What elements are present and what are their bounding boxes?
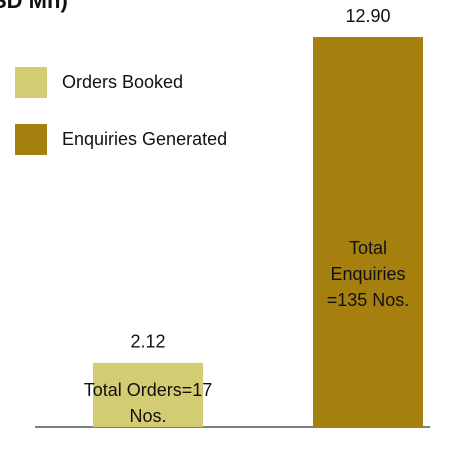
legend-label: Orders Booked [62, 72, 183, 92]
legend-label: Enquiries Generated [62, 129, 227, 149]
bar [93, 362, 203, 427]
bar-annotation: =135 Nos. [327, 290, 410, 310]
bar-annotation: Enquiries [330, 264, 405, 284]
value-label: 2.12 [130, 332, 165, 352]
legend-swatch [15, 124, 47, 155]
bar-annotation: Total Orders=17 [84, 380, 213, 400]
bar [313, 37, 423, 427]
bar-annotation: Total [349, 238, 387, 258]
value-label: 12.90 [345, 6, 390, 26]
legend-swatch [15, 67, 47, 98]
bar-annotation: Nos. [129, 406, 166, 426]
chart-title: SD Mn) [0, 0, 68, 13]
